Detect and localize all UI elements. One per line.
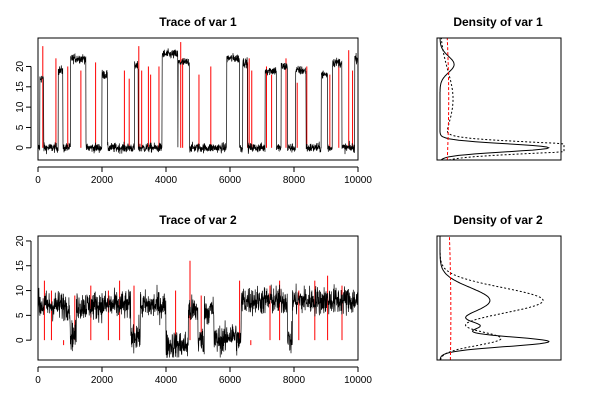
- density2-title: Density of var 2: [453, 213, 543, 227]
- trace1-x-tick-label: 10000: [344, 175, 372, 186]
- trace2-y-tick-label: 15: [15, 260, 26, 272]
- trace2-y-tick-label: 20: [15, 235, 26, 247]
- trace1-y-tick-label: 10: [15, 101, 26, 113]
- trace1-x-tick-label: 4000: [155, 175, 178, 186]
- density1-curve-2: [440, 37, 565, 161]
- trace2-y-tick-label: 0: [15, 337, 26, 343]
- trace1-title: Trace of var 1: [159, 15, 237, 29]
- trace1-y-tick-label: 20: [15, 60, 26, 72]
- trace1-chain1-line: [37, 48, 359, 155]
- density1-plot-area: [439, 37, 565, 161]
- trace2-x-tick-label: 6000: [219, 375, 242, 386]
- density1-curve-3: [446, 38, 450, 160]
- trace2-title: Trace of var 2: [159, 213, 237, 227]
- density1-title: Density of var 1: [453, 15, 543, 29]
- trace2-x-tick-label: 2000: [91, 375, 114, 386]
- trace1-x-tick-label: 6000: [219, 175, 242, 186]
- trace1-x-tick-label: 2000: [91, 175, 114, 186]
- density1-panel: Density of var 1: [436, 15, 565, 161]
- trace1-frame: [37, 37, 359, 161]
- density2-curve-3: [448, 236, 452, 360]
- density1-frame: [436, 37, 562, 161]
- trace2-y-tick-label: 5: [15, 312, 26, 318]
- trace1-x-tick-label: 8000: [283, 175, 306, 186]
- trace2-x-tick-label: 10000: [344, 375, 372, 386]
- trace2-y-tick-label: 10: [15, 285, 26, 297]
- trace1-panel: Trace of var 1 0 2000 4000 6000 8000 10000 0 5…: [15, 15, 372, 186]
- density2-curve-1: [439, 236, 550, 361]
- trace2-x-tick-label: 0: [35, 375, 41, 386]
- density2-frame: [436, 235, 562, 361]
- trace1-x-tick-label: 0: [35, 175, 41, 186]
- trace2-panel: Trace of var 2 0 2000 4000 6000 8000 10000 0 5…: [15, 213, 372, 386]
- trace2-frame: [37, 235, 359, 361]
- trace2-x-tick-label: 8000: [283, 375, 306, 386]
- trace1-plot-area: [37, 42, 359, 155]
- trace1-y-tick-label: 15: [15, 81, 26, 93]
- density1-curve-1: [439, 38, 550, 161]
- trace1-y-axis: 0 5 10 15 20: [15, 60, 32, 151]
- density2-panel: Density of var 2: [436, 213, 562, 361]
- trace1-y-tick-label: 0: [15, 145, 26, 151]
- trace2-plot-area: [37, 260, 359, 358]
- trace2-y-axis: 0 5 10 15 20: [15, 235, 32, 343]
- trace1-y-tick-label: 5: [15, 124, 26, 130]
- trace2-chain1-line: [37, 283, 359, 358]
- density2-curve-2: [439, 236, 544, 361]
- trace2-x-tick-label: 4000: [155, 375, 178, 386]
- trace2-x-axis: 0 2000 4000 6000 8000 10000: [35, 366, 372, 386]
- density2-plot-area: [439, 236, 550, 361]
- trace1-x-axis: 0 2000 4000 6000 8000 10000: [35, 166, 372, 186]
